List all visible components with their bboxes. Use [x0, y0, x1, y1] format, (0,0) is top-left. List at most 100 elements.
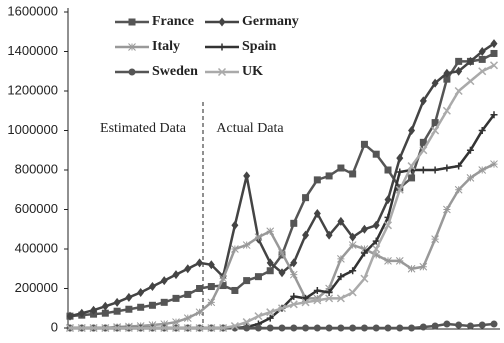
- legend-label: Germany: [242, 14, 299, 29]
- point: [349, 170, 357, 178]
- point: [278, 324, 286, 332]
- point: [184, 290, 192, 298]
- point: [360, 249, 368, 257]
- point: [243, 277, 251, 285]
- point: [65, 323, 75, 333]
- point: [325, 324, 333, 332]
- point: [454, 86, 463, 96]
- point: [101, 309, 109, 317]
- point: [183, 323, 192, 333]
- legend-marker: [128, 43, 136, 51]
- point: [242, 241, 251, 249]
- point: [172, 294, 180, 302]
- point: [372, 237, 380, 245]
- point: [419, 262, 428, 271]
- point: [113, 307, 121, 315]
- point: [266, 308, 275, 317]
- point: [66, 311, 74, 321]
- point: [313, 324, 321, 332]
- point: [384, 324, 392, 332]
- point: [242, 318, 251, 327]
- series-line: [70, 64, 495, 330]
- point: [195, 308, 204, 317]
- point: [443, 68, 451, 78]
- point: [396, 153, 404, 163]
- legend-label: UK: [242, 64, 263, 79]
- legend-marker: [217, 67, 227, 77]
- point: [384, 256, 392, 265]
- point: [478, 55, 486, 63]
- point: [443, 75, 451, 83]
- point: [266, 324, 274, 332]
- point: [313, 286, 321, 294]
- point: [372, 220, 380, 230]
- point: [431, 166, 439, 174]
- point: [136, 323, 145, 333]
- point: [443, 205, 451, 214]
- point: [360, 245, 369, 253]
- point: [302, 194, 310, 202]
- series-line: [70, 162, 495, 330]
- annotation: Actual Data: [216, 121, 284, 136]
- point: [277, 304, 287, 313]
- point: [407, 264, 416, 273]
- point: [384, 195, 392, 205]
- point: [301, 298, 310, 307]
- point: [207, 298, 216, 307]
- point: [348, 288, 357, 297]
- point: [125, 305, 133, 313]
- point: [431, 126, 440, 135]
- point: [408, 174, 416, 182]
- point: [172, 270, 180, 280]
- point: [396, 168, 404, 176]
- point: [431, 78, 439, 88]
- point: [90, 305, 98, 315]
- point: [196, 258, 204, 268]
- point: [490, 49, 498, 57]
- point: [478, 166, 487, 174]
- point: [184, 264, 192, 274]
- point: [419, 146, 428, 155]
- point: [207, 323, 216, 333]
- point: [254, 273, 262, 281]
- point: [466, 322, 474, 330]
- point: [478, 321, 486, 329]
- point: [101, 323, 110, 333]
- point: [337, 273, 345, 281]
- point: [325, 172, 333, 180]
- point: [171, 323, 181, 333]
- point: [219, 323, 228, 333]
- point: [290, 219, 298, 227]
- point: [360, 274, 369, 283]
- point: [455, 66, 463, 76]
- point: [372, 324, 380, 332]
- point: [455, 162, 463, 170]
- point: [372, 244, 381, 254]
- point: [160, 276, 168, 286]
- point: [337, 255, 345, 263]
- point: [266, 258, 274, 268]
- point: [313, 296, 322, 305]
- legend-marker: [128, 68, 136, 76]
- point: [289, 270, 298, 279]
- y-tick-label: 800000: [15, 161, 58, 176]
- point: [490, 160, 498, 168]
- point: [137, 303, 145, 311]
- point: [466, 174, 475, 182]
- point: [313, 176, 321, 184]
- point: [478, 127, 486, 134]
- point: [124, 323, 133, 333]
- point: [290, 292, 298, 300]
- point: [278, 249, 286, 257]
- point: [454, 185, 463, 194]
- point: [419, 323, 427, 331]
- point: [254, 233, 263, 242]
- point: [89, 323, 98, 333]
- point: [325, 230, 333, 240]
- point: [172, 318, 180, 326]
- point: [113, 297, 121, 307]
- point: [349, 232, 357, 242]
- point: [289, 300, 298, 309]
- point: [337, 216, 345, 226]
- point: [148, 282, 156, 292]
